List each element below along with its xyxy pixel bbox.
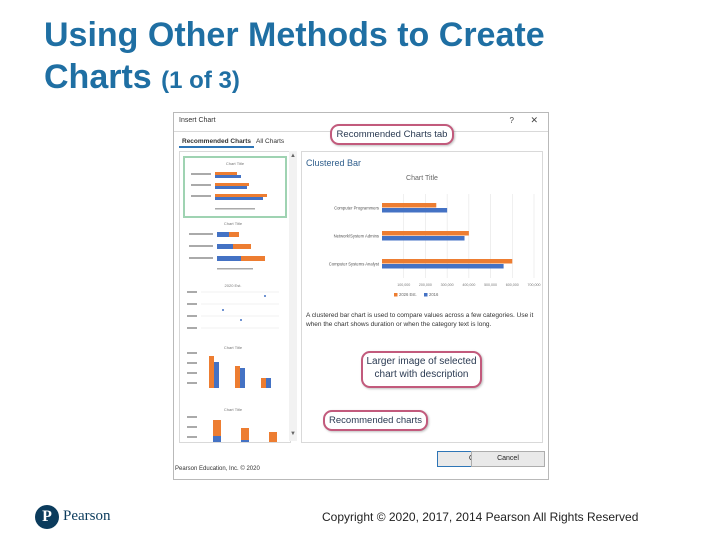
thumbnail-title: Chart Title <box>225 161 245 166</box>
chart-preview-pane: Clustered Bar Chart Title 100,000 200,000 3… <box>301 151 543 443</box>
thumbnail-scatter-graphic <box>187 291 279 329</box>
slide-title: Using Other Methods to Create Charts (1 … <box>44 14 684 102</box>
x-tick-label: 300,000 <box>441 283 454 287</box>
thumbnail-title: Chart Title <box>223 221 243 226</box>
thumbnail-scrollbar[interactable]: ▲ ▼ <box>289 151 297 441</box>
category-label: Network/System Admins <box>334 234 379 239</box>
cancel-button[interactable]: Cancel <box>471 451 545 467</box>
pearson-logo: P Pearson <box>35 505 145 531</box>
callout-larger-image: Larger image of selected chart with desc… <box>361 351 482 388</box>
image-caption: Pearson Education, Inc. © 2020 <box>175 466 260 472</box>
bar-1-0 <box>382 208 448 213</box>
bar-1-1 <box>382 236 465 241</box>
callout-larger-image-line2: chart with description <box>374 369 469 380</box>
help-icon[interactable]: ? <box>509 116 514 125</box>
tab-recommended-charts[interactable]: Recommended Charts <box>179 137 254 148</box>
x-tick-label: 600,000 <box>506 283 519 287</box>
x-tick-label: 700,000 <box>528 283 541 287</box>
callout-recommended-tab: Recommended Charts tab <box>330 124 454 145</box>
copyright-notice: Copyright © 2020, 2017, 2014 Pearson All… <box>322 510 639 524</box>
dialog-title: Insert Chart <box>179 117 216 124</box>
legend-swatch-1 <box>424 293 428 297</box>
x-tick-label: 100,000 <box>397 283 410 287</box>
preview-heading: Clustered Bar <box>306 158 362 168</box>
thumbnail-clustered-column[interactable]: Chart Title <box>183 342 283 400</box>
slide-title-line2: Charts (1 of 3) <box>44 56 684 102</box>
thumbnail-clustered-bar[interactable]: Chart Title <box>183 156 287 218</box>
thumbnail-title: 2020 Est. <box>224 283 242 288</box>
x-tick-label: 200,000 <box>419 283 432 287</box>
pearson-logo-word: Pearson <box>63 508 111 524</box>
thumbnail-stacked-bar-graphic <box>189 232 265 270</box>
category-label: Computer Programmers <box>334 206 379 211</box>
close-icon[interactable]: ✕ <box>530 115 538 125</box>
bar-0-0 <box>382 203 437 208</box>
callout-recommended-charts: Recommended charts <box>323 410 428 431</box>
slide-title-suffix: (1 of 3) <box>161 67 240 94</box>
legend-label-1: 2016 <box>429 292 439 297</box>
scroll-down-icon[interactable]: ▼ <box>290 431 296 437</box>
category-label: Computer Systems Analyst <box>329 262 380 267</box>
bar-0-1 <box>382 231 469 236</box>
chart-title: Chart Title <box>406 175 438 182</box>
bar-0-2 <box>382 259 513 264</box>
tab-all-charts[interactable]: All Charts <box>256 138 285 145</box>
pearson-logo-icon: P <box>35 505 59 529</box>
thumbnail-stacked-column-graphic <box>187 416 277 442</box>
preview-chart: Chart Title 100,000 200,000 300,000 400,000 5… <box>329 175 541 297</box>
legend-label-0: 2026 Est. <box>399 292 417 297</box>
slide-title-charts: Charts <box>44 58 152 96</box>
scroll-up-icon[interactable]: ▲ <box>290 153 296 159</box>
thumbnail-scatter[interactable]: 2020 Est. <box>183 280 283 338</box>
thumbnail-title: Chart Title <box>223 407 243 412</box>
x-tick-label: 500,000 <box>484 283 497 287</box>
thumbnail-title: Chart Title <box>223 345 243 350</box>
bar-1-2 <box>382 264 504 269</box>
thumbnail-clustered-column-graphic <box>187 352 271 388</box>
chart-description: A clustered bar chart is used to compare… <box>306 312 534 328</box>
x-tick-label: 400,000 <box>462 283 475 287</box>
recommended-charts-list: Chart Title Chart Title 2020 Est. <box>179 151 291 443</box>
thumbnail-clustered-bar-graphic <box>191 172 267 210</box>
thumbnail-stacked-bar[interactable]: Chart Title <box>183 218 283 276</box>
slide-title-line1: Using Other Methods to Create <box>44 16 545 54</box>
thumbnail-stacked-column[interactable]: Chart Title <box>183 404 283 442</box>
legend-swatch-0 <box>394 293 398 297</box>
callout-larger-image-line1: Larger image of selected <box>366 356 477 367</box>
